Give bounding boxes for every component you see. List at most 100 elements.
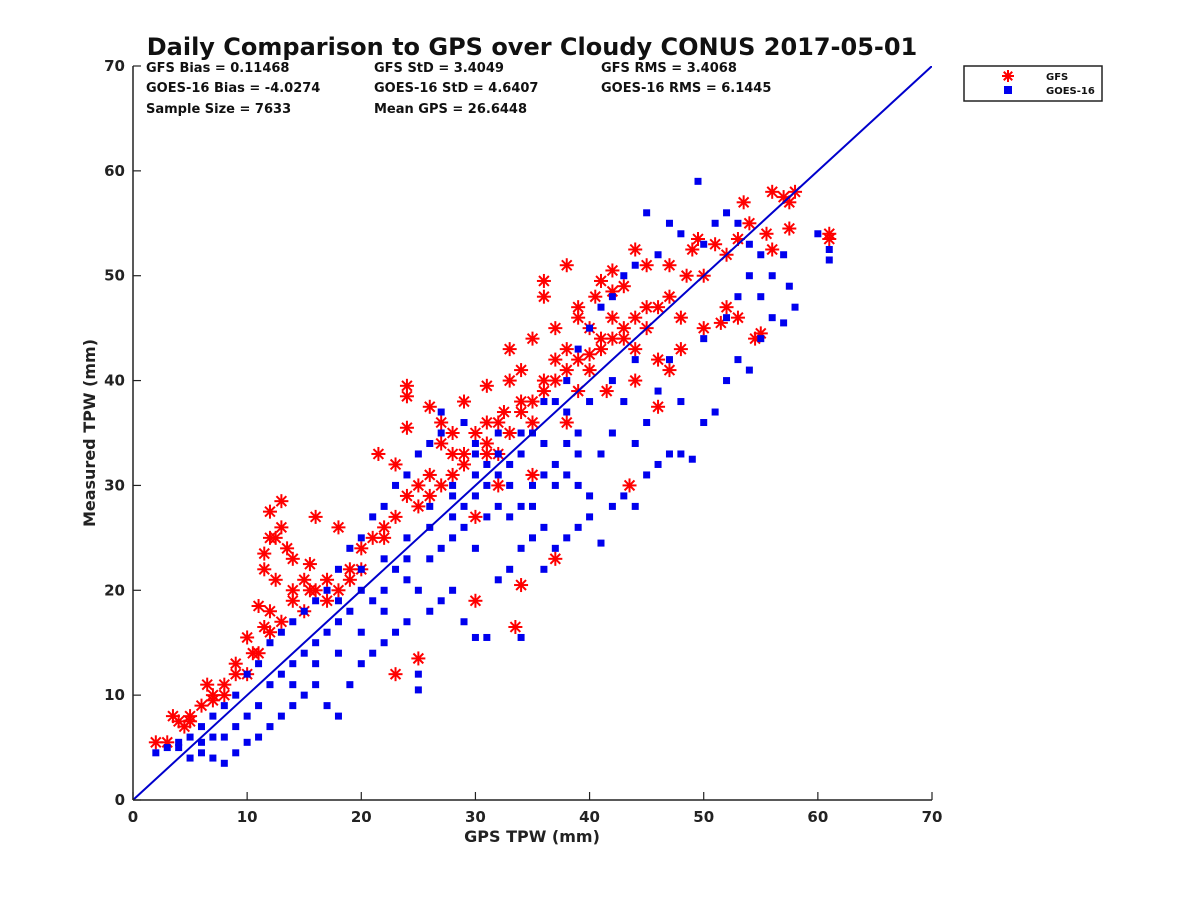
stat-text: GFS StD = 3.4049 [374, 61, 504, 76]
goes16-point [711, 408, 719, 416]
gfs-point [628, 373, 643, 388]
goes16-point [220, 733, 228, 741]
goes16-point [380, 555, 388, 563]
gfs-point [445, 467, 460, 482]
gfs-point [171, 714, 186, 729]
x-axis-label: GPS TPW (mm) [464, 827, 600, 846]
gfs-point [257, 546, 272, 561]
goes16-point [506, 565, 514, 573]
goes16-point [175, 738, 183, 746]
gfs-point [251, 599, 266, 614]
gfs-point [582, 363, 597, 378]
goes16-point [232, 749, 240, 757]
y-tick-label: 60 [104, 162, 125, 180]
goes16-point [312, 681, 320, 689]
goes16-point [654, 387, 662, 395]
gfs-point [514, 363, 529, 378]
gfs-point [708, 237, 723, 252]
goes16-point [449, 492, 457, 500]
gfs-point [308, 509, 323, 524]
goes16-point [243, 712, 251, 720]
gfs-point [399, 488, 414, 503]
goes16-point [723, 377, 731, 385]
goes16-point [152, 749, 160, 757]
gfs-point [685, 242, 700, 257]
gfs-point [782, 221, 797, 236]
gfs-point [422, 399, 437, 414]
gfs-point [377, 530, 392, 545]
gfs-point [479, 436, 494, 451]
goes16-point [209, 754, 217, 762]
stat-text: GOES-16 StD = 4.6407 [374, 81, 538, 96]
gfs-point [274, 494, 289, 509]
gfs-point [588, 289, 603, 304]
goes16-point [586, 492, 594, 500]
gfs-point [468, 593, 483, 608]
gfs-point [434, 436, 449, 451]
gfs-point [593, 273, 608, 288]
legend-gfs-marker [1002, 70, 1014, 82]
goes16-point [266, 723, 274, 731]
goes16-point [255, 733, 263, 741]
goes16-point [494, 471, 502, 479]
gfs-point [730, 310, 745, 325]
goes16-point [300, 649, 308, 657]
y-tick-label: 0 [115, 791, 125, 809]
stat-text: Sample Size = 7633 [146, 102, 291, 117]
gfs-point [559, 415, 574, 430]
gfs-point [434, 478, 449, 493]
goes16-point [175, 744, 183, 752]
goes16-point [369, 597, 377, 605]
x-tick-label: 60 [807, 808, 828, 826]
goes16-point [357, 565, 365, 573]
goes16-point [300, 691, 308, 699]
gfs-point [200, 677, 215, 692]
gfs-point [354, 541, 369, 556]
goes16-point [334, 597, 342, 605]
goes16-point [255, 660, 263, 668]
goes16-point [745, 272, 753, 280]
gfs-point [502, 373, 517, 388]
gfs-point [765, 184, 780, 199]
gfs-point [365, 530, 380, 545]
x-tick-label: 0 [128, 808, 138, 826]
gfs-point [228, 656, 243, 671]
goes16-point [403, 576, 411, 584]
gfs-point [548, 373, 563, 388]
legend-label: GFS [1046, 72, 1068, 83]
goes16-point [586, 398, 594, 406]
gfs-point [673, 310, 688, 325]
goes16-point [369, 513, 377, 521]
gfs-point [457, 446, 472, 461]
goes16-point [734, 356, 742, 364]
y-tick-label: 20 [104, 581, 125, 599]
goes16-point [620, 492, 628, 500]
goes16-point [517, 502, 525, 510]
y-tick-label: 40 [104, 372, 125, 390]
gfs-point [468, 426, 483, 440]
goes16-point [471, 450, 479, 458]
gfs-point [502, 342, 517, 357]
goes16-point [380, 639, 388, 647]
goes16-point [403, 534, 411, 542]
goes16-point [403, 555, 411, 563]
gfs-point [262, 604, 277, 619]
gfs-point [622, 478, 637, 493]
goes16-point [346, 681, 354, 689]
goes16-point [197, 723, 205, 731]
gfs-point [411, 478, 426, 493]
gfs-point [280, 541, 295, 556]
legend-goes16-marker [1004, 86, 1012, 94]
goes16-point [723, 314, 731, 322]
gfs-point [605, 331, 620, 346]
goes16-point [517, 544, 525, 552]
gfs-point [399, 378, 414, 393]
gfs-point [548, 551, 563, 566]
goes16-point [334, 649, 342, 657]
gfs-point [616, 279, 631, 294]
gfs-point [525, 331, 540, 346]
gfs-point [536, 384, 551, 399]
goes16-point [163, 744, 171, 752]
goes16-point [369, 649, 377, 657]
goes16-point [414, 686, 422, 694]
